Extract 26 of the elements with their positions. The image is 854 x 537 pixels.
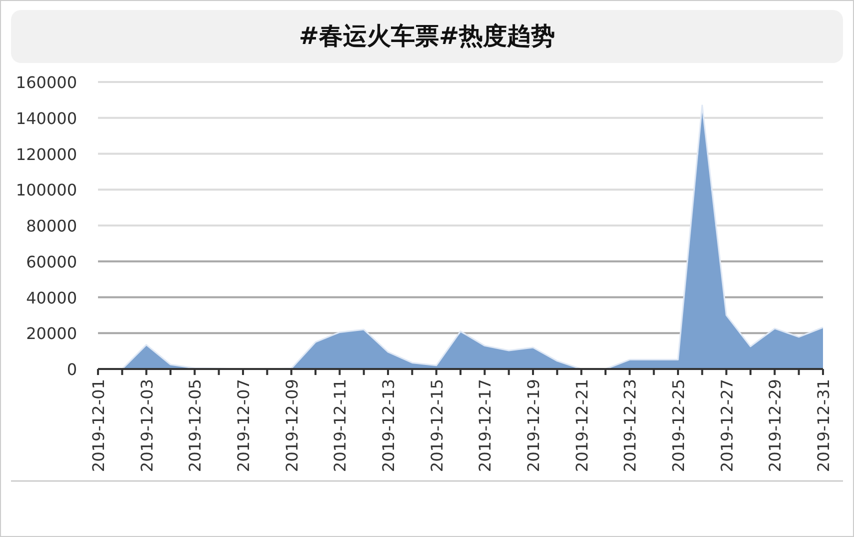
x-tick-label: 2019-12-21 [572, 379, 592, 472]
chart-title: #春运火车票#热度趋势 [298, 22, 556, 50]
y-tick-label: 40000 [26, 288, 77, 308]
x-tick-label: 2019-12-17 [476, 379, 495, 472]
y-tick-label: 160000 [16, 73, 77, 92]
y-tick-label: 0 [66, 360, 77, 379]
y-tick-label: 140000 [16, 108, 77, 128]
x-tick-label: 2019-12-27 [717, 379, 736, 472]
y-tick-label: 120000 [16, 144, 77, 164]
x-tick-label: 2019-12-05 [186, 379, 205, 472]
x-tick-label: 2019-12-19 [524, 379, 543, 472]
y-tick-label: 80000 [26, 216, 77, 236]
y-tick-label: 100000 [16, 180, 77, 200]
x-tick-label: 2019-12-25 [669, 379, 688, 472]
x-tick-label: 2019-12-01 [89, 379, 108, 472]
x-tick-label: 2019-12-11 [330, 379, 350, 472]
x-tick-label: 2019-12-07 [234, 379, 253, 472]
x-tick-label: 2019-12-15 [427, 379, 446, 472]
x-tick-label: 2019-12-09 [282, 379, 302, 472]
x-tick-label: 2019-12-13 [379, 379, 398, 472]
x-tick-label: 2019-12-29 [766, 379, 785, 472]
x-tick-label: 2019-12-31 [814, 379, 833, 472]
x-tick-label: 2019-12-03 [137, 379, 156, 472]
y-tick-label: 20000 [26, 324, 77, 344]
y-tick-label: 60000 [26, 252, 77, 272]
x-tick-label: 2019-12-23 [620, 379, 640, 472]
